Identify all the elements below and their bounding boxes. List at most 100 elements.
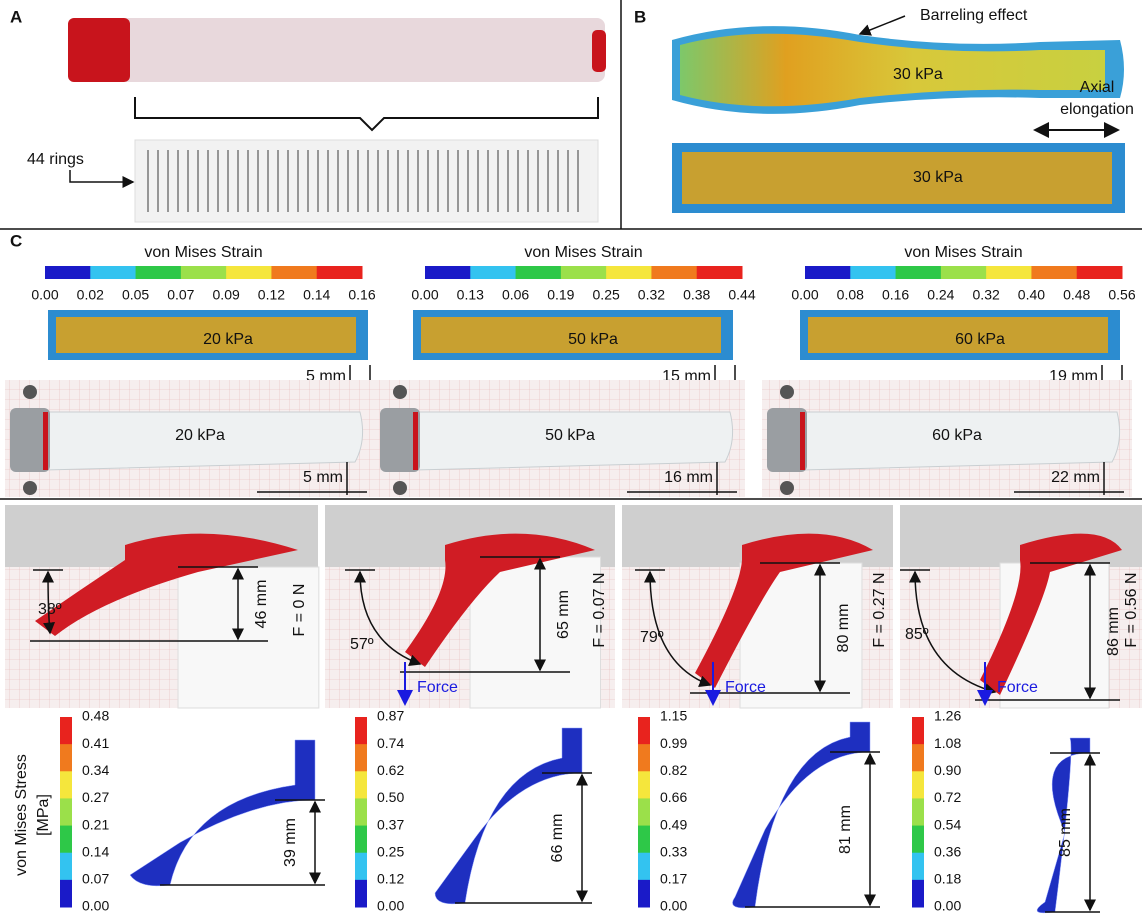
panel-label: C (10, 231, 22, 250)
colorbar-segment (1077, 266, 1123, 279)
colorbar-tick: 1.26 (934, 708, 961, 724)
colorbar-tick: 0.21 (82, 816, 109, 832)
colorbar-tick: 0.44 (728, 287, 755, 303)
colorbar-tick: 0.17 (660, 871, 687, 887)
colorbar-segment (60, 798, 72, 826)
force-arrow-label: Force (725, 679, 766, 696)
colorbar-segment (136, 266, 182, 279)
colorbar-segment (912, 853, 924, 881)
rings-label: 44 rings (27, 151, 84, 168)
colorbar-tick: 0.56 (1108, 287, 1135, 303)
screw (23, 385, 37, 399)
colorbar-tick: 0.72 (934, 789, 961, 805)
force-label: F = 0.07 N (591, 572, 608, 647)
colorbar-segment (651, 266, 697, 279)
colorbar-segment (805, 266, 851, 279)
height-label: 86 mm (1105, 607, 1122, 656)
panel-label: A (10, 7, 22, 26)
pressure-label: 30 kPa (913, 169, 963, 186)
colorbar-tick: 0.25 (593, 287, 620, 303)
colorbar-tick: 0.07 (167, 287, 194, 303)
clamp-ring (800, 412, 805, 470)
colorbar-tick: 0.32 (638, 287, 665, 303)
colorbar-tick: 0.05 (122, 287, 149, 303)
colorbar-tick: 0.02 (77, 287, 104, 303)
screw (393, 385, 407, 399)
force-arrow-label: Force (417, 679, 458, 696)
colorbar-tick: 0.37 (377, 816, 404, 832)
arrow (860, 16, 905, 34)
colorbar-segment (355, 771, 367, 799)
colorbar-tick: 0.08 (837, 287, 864, 303)
colorbar-tick: 0.82 (660, 762, 687, 778)
height-label: 46 mm (253, 580, 270, 629)
colorbar-segment (355, 853, 367, 881)
height-label: 39 mm (282, 818, 299, 867)
colorbar-segment (60, 826, 72, 854)
colorbar-tick: 0.50 (377, 789, 404, 805)
panel-label: B (634, 7, 646, 26)
colorbar-segment (697, 266, 743, 279)
pressure-label: 50 kPa (568, 331, 618, 348)
colorbar-segment (470, 266, 516, 279)
colorbar-tick: 0.87 (377, 708, 404, 724)
displacement-label: 16 mm (664, 469, 713, 486)
elongation-label: Axial (1080, 79, 1115, 96)
colorbar-tick: 0.16 (882, 287, 909, 303)
colorbar-tick: 0.00 (377, 898, 404, 914)
colorbar-segment (425, 266, 471, 279)
colorbar-tick: 0.48 (82, 708, 109, 724)
pressure-label: 60 kPa (955, 331, 1005, 348)
colorbar-segment (355, 744, 367, 772)
colorbar-tick: 0.99 (660, 735, 687, 751)
colorbar-segment (912, 771, 924, 799)
colorbar-tick: 0.12 (377, 871, 404, 887)
annotation: Barreling effect (920, 7, 1028, 24)
colorbar-title: von Mises Strain (524, 244, 642, 261)
colorbar-tick: 0.66 (660, 789, 687, 805)
height-label: 65 mm (555, 590, 572, 639)
stress-label: von Mises Stress (13, 754, 30, 876)
pressure-label: 30 kPa (893, 66, 943, 83)
colorbar-segment (850, 266, 896, 279)
colorbar-segment (912, 717, 924, 745)
colorbar-tick: 0.00 (31, 287, 58, 303)
colorbar-tick: 0.90 (934, 762, 961, 778)
height-label: 85 mm (1057, 808, 1074, 857)
tube-cap (68, 18, 130, 82)
force-arrow-label: Force (997, 679, 1038, 696)
angle-label: 79º (640, 629, 664, 646)
colorbar-segment (606, 266, 652, 279)
colorbar-segment (60, 771, 72, 799)
colorbar-segment (912, 880, 924, 908)
sim-bottom-inner (682, 152, 1112, 204)
colorbar-segment (226, 266, 272, 279)
colorbar-segment (45, 266, 91, 279)
colorbar-segment (896, 266, 942, 279)
colorbar-segment (912, 744, 924, 772)
colorbar-segment (986, 266, 1032, 279)
colorbar-tick: 0.40 (1018, 287, 1045, 303)
colorbar-segment (60, 880, 72, 908)
force-label: F = 0 N (291, 584, 308, 637)
colorbar-segment (912, 798, 924, 826)
colorbar-segment (60, 744, 72, 772)
pressure-label: 20 kPa (175, 427, 225, 444)
height-label: 81 mm (837, 805, 854, 854)
angle-label: 85º (905, 626, 929, 643)
colorbar-tick: 0.62 (377, 762, 404, 778)
colorbar-segment (355, 880, 367, 908)
colorbar-tick: 0.00 (791, 287, 818, 303)
height-label: 80 mm (835, 604, 852, 653)
colorbar-tick: 0.49 (660, 816, 687, 832)
stress-label: [MPa] (35, 794, 52, 836)
angle-label: 38º (38, 601, 62, 618)
colorbar-tick: 0.19 (547, 287, 574, 303)
force-label: F = 0.56 N (1123, 572, 1140, 647)
colorbar-tick: 0.34 (82, 762, 109, 778)
colorbar-tick: 0.14 (303, 287, 330, 303)
colorbar-tick: 0.09 (213, 287, 240, 303)
colorbar-tick: 0.36 (934, 843, 961, 859)
arrow (70, 170, 133, 182)
colorbar-segment (941, 266, 987, 279)
